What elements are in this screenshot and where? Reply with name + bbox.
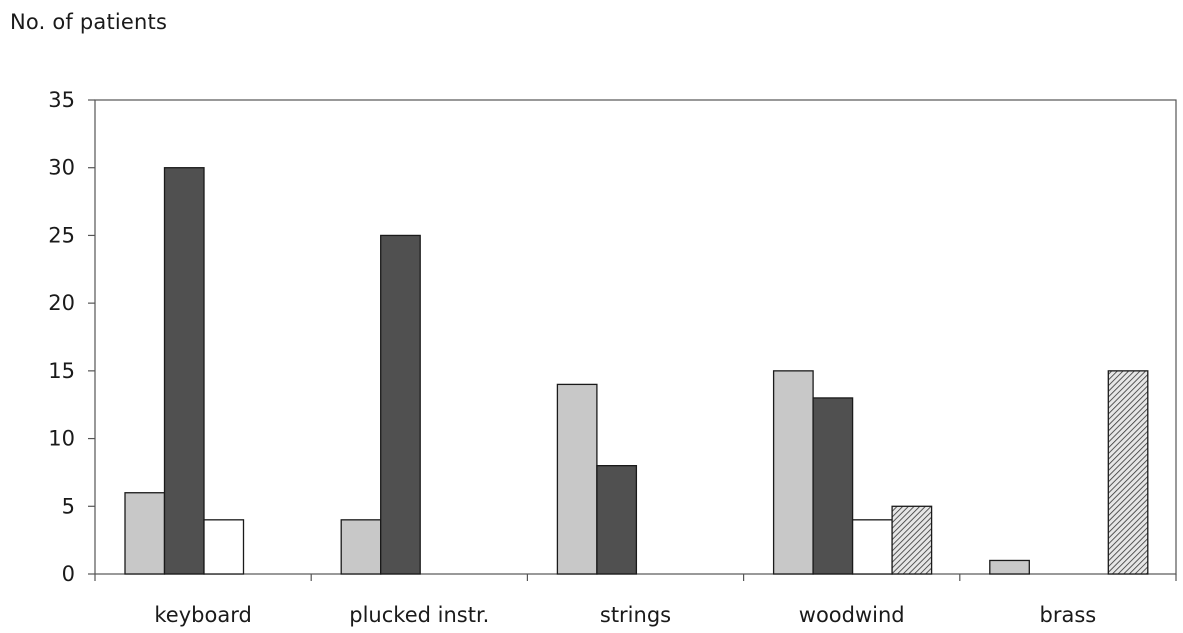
x-category-label: woodwind xyxy=(799,603,905,627)
bar-keyboard-series-2 xyxy=(163,167,205,575)
y-tick-label: 25 xyxy=(48,223,75,247)
y-tick-label: 5 xyxy=(62,494,75,518)
y-tick-label: 35 xyxy=(48,88,75,112)
y-tick-label: 20 xyxy=(48,291,75,315)
bar-brass-series-4 xyxy=(1107,370,1149,575)
bar-strings-series-2 xyxy=(596,465,638,575)
y-tick-label: 15 xyxy=(48,359,75,383)
x-category-label: brass xyxy=(1040,603,1097,627)
bar-woodwind-series-2 xyxy=(812,397,854,575)
bar-plucked-instr-series-1 xyxy=(340,519,382,575)
bars-group xyxy=(124,167,1149,575)
y-tick-label: 30 xyxy=(48,156,75,180)
y-axis: 0 5 10 15 20 25 30 35 xyxy=(48,88,95,586)
y-tick-label: 10 xyxy=(48,427,75,451)
x-axis: keyboard plucked instr. strings woodwind bra… xyxy=(94,574,1177,627)
bar-keyboard-series-1 xyxy=(124,492,166,575)
bar-woodwind-series-3 xyxy=(851,519,893,575)
bar-strings-series-1 xyxy=(556,383,598,575)
x-category-label: strings xyxy=(600,603,671,627)
y-tick-label: 0 xyxy=(62,562,75,586)
y-axis-label: No. of patients xyxy=(10,10,168,34)
bar-plucked-instr-series-2 xyxy=(380,234,421,575)
x-category-label: keyboard xyxy=(154,603,251,627)
bar-keyboard-series-3 xyxy=(203,519,245,575)
bar-brass-series-1 xyxy=(989,559,1030,575)
bar-woodwind-series-1 xyxy=(772,370,814,575)
bar-woodwind-series-4 xyxy=(891,505,933,575)
x-category-label: plucked instr. xyxy=(349,603,489,627)
